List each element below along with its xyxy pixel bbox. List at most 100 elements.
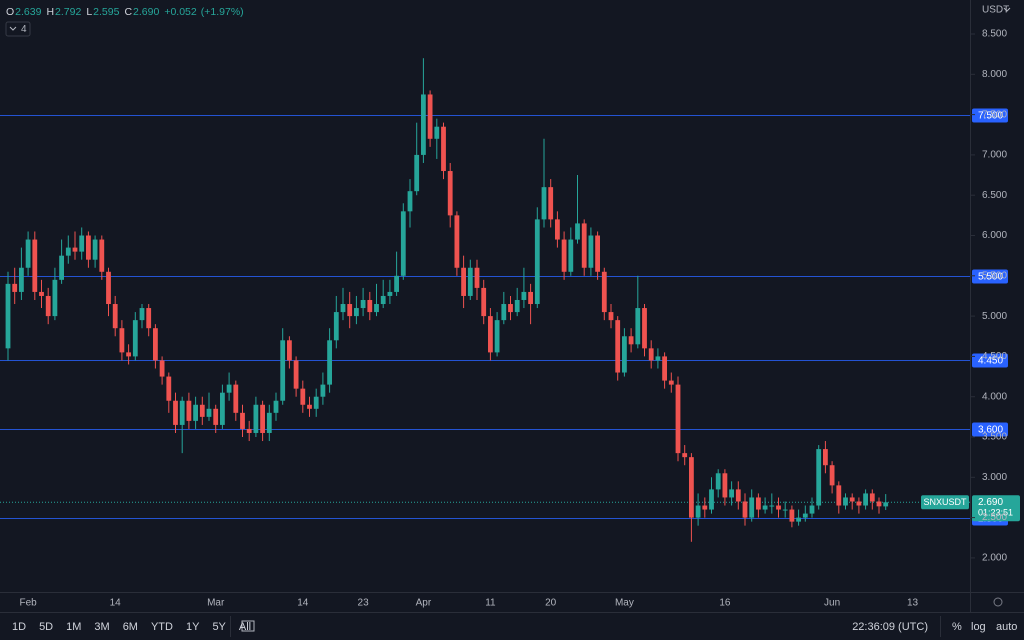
candle-body bbox=[12, 283, 18, 292]
range-button[interactable]: YTD bbox=[151, 621, 173, 633]
x-tick-label: 20 bbox=[545, 598, 557, 609]
candle-body bbox=[695, 505, 701, 518]
y-tick-label: 6.000 bbox=[982, 230, 1007, 241]
candle-body bbox=[374, 304, 379, 313]
candle-body bbox=[608, 312, 614, 321]
candle-body bbox=[508, 304, 513, 313]
candle-body bbox=[280, 340, 286, 401]
candle-body bbox=[749, 497, 755, 518]
range-button[interactable]: 1M bbox=[66, 621, 81, 633]
header-text: O bbox=[6, 6, 14, 18]
x-tick-label: 16 bbox=[719, 598, 731, 609]
candle-body bbox=[293, 360, 299, 389]
candle-body bbox=[474, 267, 480, 288]
candle-body bbox=[769, 505, 775, 507]
range-button[interactable]: 5Y bbox=[212, 621, 226, 633]
indicator-toggle[interactable] bbox=[5, 21, 31, 37]
candle-body bbox=[213, 408, 219, 425]
y-tick-label: 3.500 bbox=[982, 432, 1007, 443]
settings-icon[interactable] bbox=[993, 597, 1003, 607]
candle-body bbox=[400, 211, 406, 276]
price-label: 2.690 bbox=[978, 497, 1003, 508]
candle-body bbox=[153, 328, 158, 361]
candle-body bbox=[52, 279, 58, 317]
candle-body bbox=[132, 320, 138, 357]
candle-body bbox=[106, 271, 111, 305]
candle-body bbox=[32, 239, 38, 292]
date-range-icon[interactable] bbox=[241, 620, 255, 632]
candle-body bbox=[307, 404, 312, 409]
candle-body bbox=[722, 473, 728, 498]
symbol-label: SNXUSDT bbox=[923, 497, 967, 507]
candle-body bbox=[441, 126, 446, 172]
symbol-tag bbox=[921, 495, 969, 510]
level-label: 7.500 bbox=[978, 111, 1003, 122]
candle-body bbox=[86, 235, 91, 260]
x-tick-label: 14 bbox=[110, 598, 122, 609]
candle-body bbox=[481, 287, 487, 317]
candle-body bbox=[802, 513, 808, 518]
candle-body bbox=[729, 489, 734, 498]
indicator-caret bbox=[9, 26, 17, 31]
y-tick-label: 8.500 bbox=[982, 29, 1007, 40]
range-button[interactable]: 5D bbox=[39, 621, 53, 633]
log-toggle[interactable]: log bbox=[971, 621, 986, 633]
candle-body bbox=[434, 126, 440, 139]
clock: 22:36:09 (UTC) bbox=[852, 621, 928, 633]
candle-body bbox=[715, 473, 721, 490]
candle-body bbox=[782, 509, 788, 511]
currency[interactable]: USDT bbox=[982, 5, 1009, 16]
x-tick-label: 11 bbox=[485, 598, 496, 609]
candle-body bbox=[494, 320, 500, 353]
candle-body bbox=[25, 239, 31, 268]
candle-body bbox=[313, 396, 319, 409]
candle-body bbox=[173, 400, 178, 425]
range-button[interactable]: 3M bbox=[94, 621, 109, 633]
candle-body bbox=[454, 215, 460, 268]
auto-toggle[interactable]: auto bbox=[996, 621, 1017, 633]
candle-body bbox=[756, 497, 761, 510]
candle-body bbox=[816, 449, 822, 506]
candle-body bbox=[119, 328, 125, 353]
candle-body bbox=[642, 308, 647, 349]
candle-body bbox=[226, 384, 232, 393]
candle-body bbox=[869, 493, 875, 502]
candle-body bbox=[876, 501, 882, 507]
range-button[interactable]: All bbox=[239, 621, 251, 633]
countdown: 01:23:51 bbox=[978, 508, 1013, 518]
candle-body bbox=[622, 336, 627, 373]
y-tick-label: 7.000 bbox=[982, 150, 1007, 161]
candle-body bbox=[92, 239, 98, 260]
candle-body bbox=[501, 304, 507, 321]
candle-body bbox=[5, 283, 11, 349]
candle-body bbox=[367, 299, 373, 313]
candle-body bbox=[199, 404, 205, 417]
candle-body bbox=[260, 404, 265, 433]
header-text: (+1.97%) bbox=[201, 6, 244, 18]
candle-body bbox=[668, 380, 674, 385]
range-button[interactable]: 1D bbox=[12, 621, 26, 633]
candle-body bbox=[414, 154, 420, 192]
candle-body bbox=[193, 404, 198, 421]
currency-caret bbox=[1003, 7, 1011, 12]
candle-body bbox=[548, 187, 554, 220]
header-text: 2.690 bbox=[133, 6, 159, 18]
range-button[interactable]: 6M bbox=[123, 621, 138, 633]
level-label: 4.450 bbox=[978, 356, 1003, 367]
level-tag bbox=[972, 269, 1008, 284]
candle-body bbox=[648, 348, 654, 361]
header-text: 2.595 bbox=[93, 6, 119, 18]
header-text: L bbox=[86, 6, 92, 18]
candle-body bbox=[836, 485, 842, 506]
candle-body bbox=[595, 235, 600, 272]
candle-body bbox=[206, 408, 212, 417]
candle-body bbox=[615, 320, 621, 373]
y-tick-label: 7.500 bbox=[982, 109, 1007, 120]
candle-body bbox=[581, 223, 587, 268]
candle-body bbox=[387, 291, 393, 296]
percent-toggle[interactable]: % bbox=[952, 621, 962, 633]
range-button[interactable]: 1Y bbox=[186, 621, 200, 633]
candle-body bbox=[253, 404, 259, 433]
candle-body bbox=[521, 291, 527, 300]
